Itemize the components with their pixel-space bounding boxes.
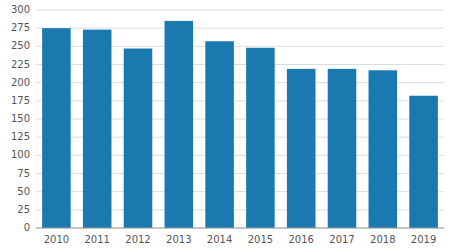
y-tick-label: 75 — [17, 168, 30, 179]
x-tick-label: 2015 — [248, 234, 273, 245]
y-tick-label: 175 — [11, 95, 30, 106]
x-tick-label: 2019 — [411, 234, 436, 245]
y-tick-label: 200 — [11, 77, 30, 88]
grid-line — [36, 10, 444, 11]
x-tick-label: 2010 — [44, 234, 69, 245]
y-tick-label: 300 — [11, 4, 30, 15]
x-tick-label: 2014 — [207, 234, 232, 245]
y-tick-label: 150 — [11, 113, 30, 124]
bar — [409, 96, 438, 228]
y-tick-label: 125 — [11, 131, 30, 142]
y-tick-label: 275 — [11, 22, 30, 33]
bar — [42, 28, 71, 228]
y-tick-label: 225 — [11, 59, 30, 70]
background — [0, 0, 454, 252]
bar — [246, 48, 275, 228]
bar — [124, 49, 153, 228]
bar — [369, 70, 398, 228]
y-tick-label: 100 — [11, 149, 30, 160]
grid-line — [36, 228, 444, 229]
bar — [165, 21, 194, 228]
x-tick-label: 2012 — [125, 234, 150, 245]
y-axis: 0 25 50 75 100 125 150 175 200 225 250 275 300 — [11, 4, 30, 233]
grid-line — [36, 28, 444, 29]
chart-container: 0255075100125150175200225250275300201020… — [0, 0, 454, 252]
bar — [328, 69, 357, 228]
x-tick-label: 2017 — [329, 234, 354, 245]
bar — [287, 69, 316, 228]
y-tick-label: 25 — [17, 204, 30, 215]
bars — [42, 21, 438, 228]
y-tick-label: 50 — [17, 186, 30, 197]
x-axis: 2010 2011 2012 2013 2014 2015 2016 2017 2018 2019 — [36, 228, 444, 245]
x-axis-line — [36, 228, 444, 229]
x-tick-label: 2016 — [288, 234, 313, 245]
x-tick-label: 2011 — [84, 234, 109, 245]
bar — [83, 30, 112, 228]
chart-svg: 0255075100125150175200225250275300201020… — [0, 0, 454, 252]
y-grid — [36, 10, 444, 228]
x-tick-label: 2018 — [370, 234, 395, 245]
y-tick-label: 250 — [11, 40, 30, 51]
bar — [205, 41, 234, 228]
x-tick-label: 2013 — [166, 234, 191, 245]
y-tick-label: 0 — [24, 222, 30, 233]
